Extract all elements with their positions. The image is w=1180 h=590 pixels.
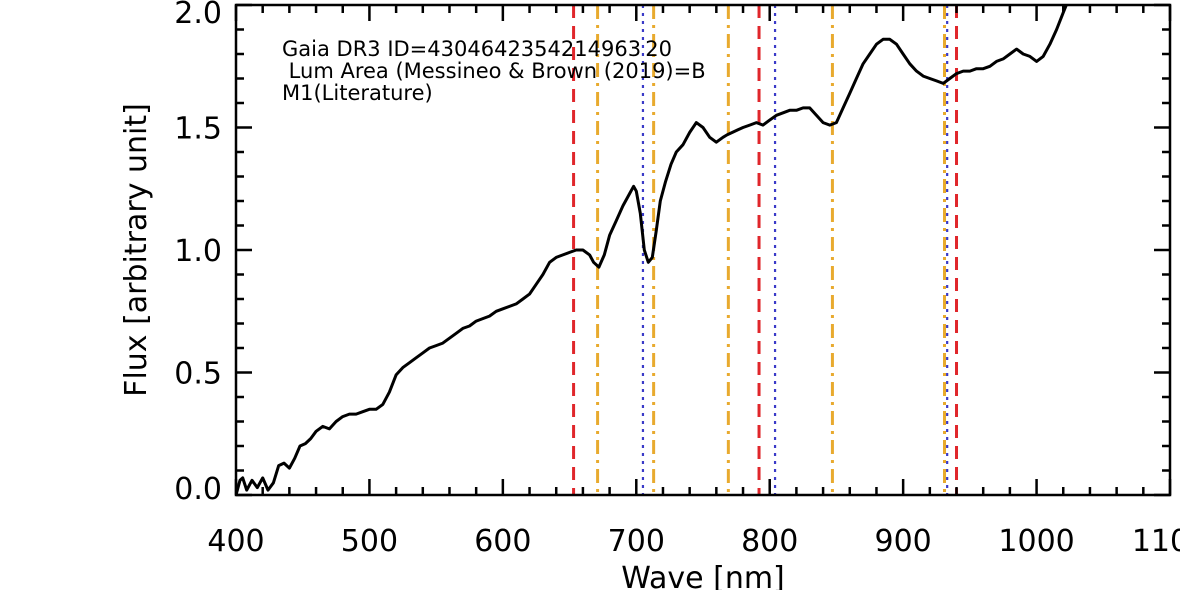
x-tick-label: 400: [207, 524, 264, 559]
y-tick-label: 2.0: [174, 0, 222, 31]
annotation-line-1: Gaia DR3 ID=4304642354214963 20: [282, 37, 672, 61]
x-tick-label: 1000: [998, 524, 1074, 559]
x-tick-label: 600: [474, 524, 531, 559]
x-tick-label: 700: [608, 524, 665, 559]
y-tick-label: 1.5: [174, 112, 222, 147]
y-tick-label: 1.0: [174, 234, 222, 269]
x-tick-label: 800: [741, 524, 798, 559]
annotation-line-3: M1(Literature): [282, 81, 433, 105]
reference-lines: [572, 5, 959, 495]
y-axis-title: Flux [arbitrary unit]: [119, 103, 154, 397]
annotation-line-2: Lum Area (Messineo & Brown (2019)=B: [282, 59, 706, 83]
axis-ticks: [234, 3, 1172, 497]
x-tick-label: 900: [875, 524, 932, 559]
y-tick-label: 0.5: [174, 357, 222, 392]
y-tick-label: 0.0: [174, 472, 222, 507]
x-axis-title: Wave [nm]: [621, 561, 785, 590]
spectrum-line: [236, 5, 1068, 495]
x-tick-label: 500: [341, 524, 398, 559]
